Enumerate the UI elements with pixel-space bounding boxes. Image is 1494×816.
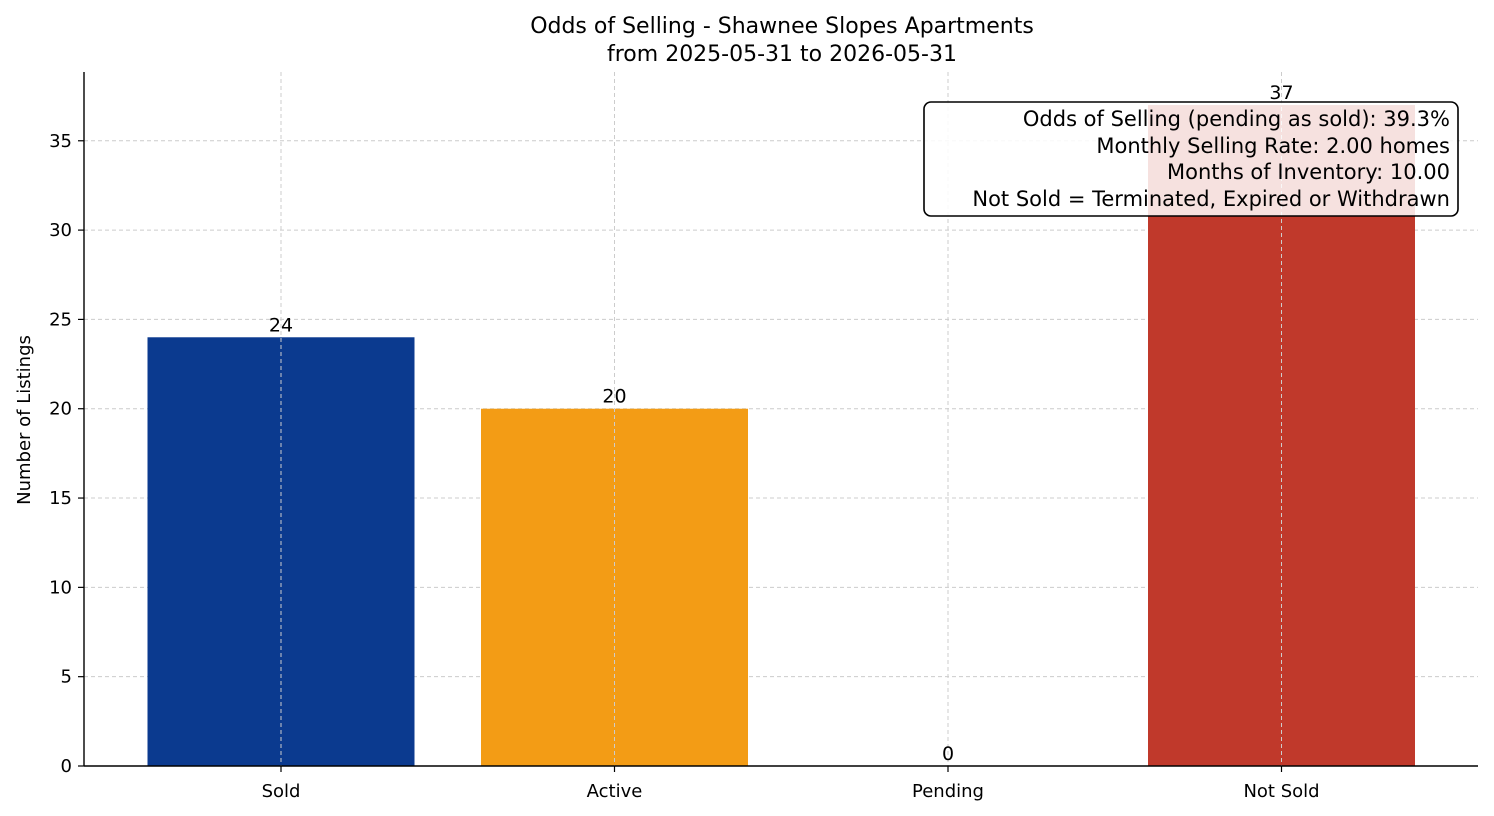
chart-subtitle: from 2025-05-31 to 2026-05-31 — [607, 42, 957, 67]
x-tick-label: Not Sold — [1243, 781, 1319, 802]
info-box: Odds of Selling (pending as sold): 39.3%… — [923, 101, 1459, 217]
y-tick-label: 10 — [49, 577, 72, 598]
y-tick-label: 30 — [49, 220, 72, 241]
x-tick-label: Sold — [262, 781, 301, 802]
y-tick-label: 35 — [49, 131, 72, 152]
y-tick-label: 5 — [61, 667, 72, 688]
x-tick-label: Active — [587, 781, 643, 802]
info-line-note: Not Sold = Terminated, Expired or Withdr… — [972, 187, 1450, 211]
info-line-odds: Odds of Selling (pending as sold): 39.3% — [1023, 107, 1450, 131]
axis-layer: 0 5 10 15 20 25 30 35 Sold Active Pending Not Sold — [49, 72, 1478, 802]
y-tick-label: 25 — [49, 309, 72, 330]
data-label: 20 — [602, 386, 626, 408]
data-label: 0 — [942, 743, 954, 765]
label-layer: 24 20 0 37 — [269, 82, 1294, 765]
y-tick-label: 15 — [49, 488, 72, 509]
data-label: 24 — [269, 314, 293, 336]
chart-title: Odds of Selling - Shawnee Slopes Apartme… — [530, 14, 1034, 39]
info-line-rate: Monthly Selling Rate: 2.00 homes — [1096, 134, 1450, 158]
y-tick-label: 20 — [49, 399, 72, 420]
info-line-inventory: Months of Inventory: 10.00 — [1167, 160, 1450, 184]
y-axis-label: Number of Listings — [14, 335, 35, 505]
info-box-frame — [923, 101, 1459, 217]
x-tick-label: Pending — [912, 781, 984, 802]
y-tick-label: 0 — [61, 756, 72, 777]
data-label: 37 — [1269, 82, 1293, 104]
bar-active — [481, 408, 748, 766]
